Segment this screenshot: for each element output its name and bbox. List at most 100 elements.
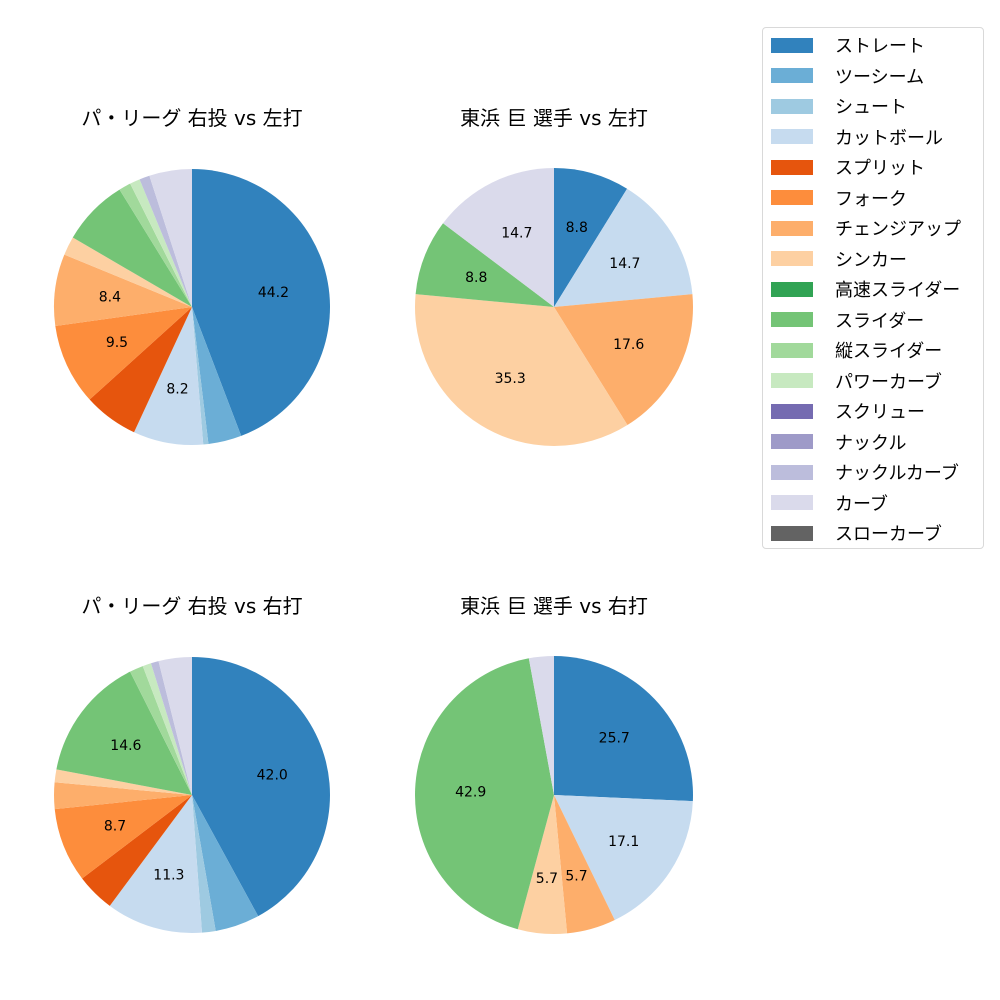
legend-label: パワーカーブ [835, 371, 942, 393]
legend-label: チェンジアップ [835, 219, 961, 240]
pie-slice [130, 179, 192, 307]
legend-swatch [771, 281, 813, 297]
legend-swatch [771, 68, 813, 83]
legend-item: シンカー [771, 249, 907, 271]
pie-slice [142, 663, 192, 795]
legend-swatch [771, 312, 813, 327]
pie-slice [82, 795, 192, 906]
legend-item: ナックルカーブ [771, 462, 959, 484]
pie-slice [109, 795, 202, 933]
legend-item: スクリュー [771, 401, 925, 423]
pie-slice [554, 795, 615, 934]
legend-label: スライダー [835, 310, 925, 332]
pie-slice-label: 14.6 [110, 738, 141, 754]
legend-label: シュート [835, 97, 907, 118]
legend-item: フォーク [771, 188, 907, 210]
chart-title-league-rhp-vs-rhb: パ・リーグ 右投 vs 右打 [81, 594, 303, 618]
legend-label: フォーク [835, 188, 907, 210]
pie-slice [53, 782, 192, 810]
legend-label: カットボール [835, 127, 943, 149]
pie-slice-label: 8.8 [465, 270, 487, 286]
legend-swatch [771, 525, 813, 541]
legend-label: 縦スライダー [835, 341, 943, 362]
pie-slice-label: 17.1 [608, 834, 639, 850]
legend-swatch [771, 159, 813, 175]
pie-slice-label: 44.2 [258, 285, 289, 301]
pie-slice [414, 658, 554, 930]
legend-swatch [771, 190, 813, 205]
legend-item: スローカーブ [771, 523, 942, 545]
legend-swatch [771, 464, 813, 480]
pie-slice [554, 795, 693, 921]
pie-slice [192, 307, 242, 445]
legend-swatch [771, 251, 813, 266]
legend-swatch [771, 98, 813, 114]
legend-swatch [771, 403, 813, 419]
pie-slice [54, 795, 192, 879]
legend-swatch [771, 495, 813, 510]
legend-item: カーブ [771, 493, 888, 515]
legend-item: 縦スライダー [771, 340, 943, 362]
chart-title-pitcher-vs-rhb: 東浜 巨 選手 vs 右打 [460, 594, 648, 618]
pie-slice-label: 8.8 [566, 220, 588, 236]
legend-item: シュート [771, 96, 907, 118]
pie-slice-label: 35.3 [495, 371, 526, 387]
pie-slice [55, 307, 193, 400]
pie-slice [554, 168, 628, 307]
pie-slice [517, 795, 568, 935]
legend-swatch [771, 220, 813, 236]
legend-item: ナックル [771, 432, 907, 454]
pie-slice [54, 254, 192, 327]
pie-slice-label: 8.2 [166, 382, 188, 398]
legend-label: ナックル [835, 432, 907, 454]
legend-swatch [771, 373, 813, 388]
legend-label: スプリット [835, 158, 925, 179]
legend-item: スプリット [771, 157, 925, 179]
legend-label: ナックルカーブ [835, 463, 959, 484]
pie-slice [150, 661, 192, 795]
pie-slice [554, 188, 693, 307]
pie-slice [64, 237, 192, 307]
legend-item: 高速スライダー [771, 279, 961, 301]
legend-label: 高速スライダー [835, 280, 961, 301]
pie-slice [554, 294, 693, 426]
legend-swatch [771, 129, 813, 144]
pie-slice-label: 8.4 [99, 290, 121, 306]
pie-slice [415, 223, 554, 307]
legend-item: パワーカーブ [771, 371, 942, 393]
chart-title-league-rhp-vs-lhb: パ・リーグ 右投 vs 左打 [81, 106, 303, 130]
pie-slice [139, 175, 192, 307]
pie-slice [56, 671, 193, 795]
legend-label: スローカーブ [835, 524, 942, 545]
pie-slice-label: 25.7 [599, 730, 630, 746]
legend-swatch [771, 342, 813, 358]
pie-slice-label: 5.7 [536, 871, 558, 887]
legend-label: カーブ [835, 493, 888, 515]
pie-slice-label: 14.7 [609, 256, 640, 272]
pie-slice-label: 5.7 [565, 868, 587, 884]
legend-item: スライダー [771, 310, 925, 332]
legend-label: スクリュー [835, 402, 925, 423]
legend-label: シンカー [835, 249, 907, 271]
pie-slice [119, 183, 192, 307]
legend-swatch [771, 37, 813, 53]
pie-slice [158, 657, 192, 795]
pie-slice [192, 795, 216, 933]
pie-slice [149, 169, 192, 307]
legend-item: ツーシーム [771, 66, 925, 88]
legend-item: チェンジアップ [771, 218, 961, 240]
pie-slice-label: 9.5 [106, 335, 128, 351]
legend-label: ストレート [835, 36, 925, 57]
pie-slice [192, 657, 331, 917]
pie-slice [54, 769, 193, 795]
legend-label: ツーシーム [835, 66, 925, 88]
legend-item: ストレート [771, 35, 925, 57]
pie-slice-label: 11.3 [153, 868, 184, 884]
legend-swatch [771, 434, 813, 449]
pie-slice-label: 17.6 [613, 337, 644, 353]
pie-slice [89, 307, 192, 433]
